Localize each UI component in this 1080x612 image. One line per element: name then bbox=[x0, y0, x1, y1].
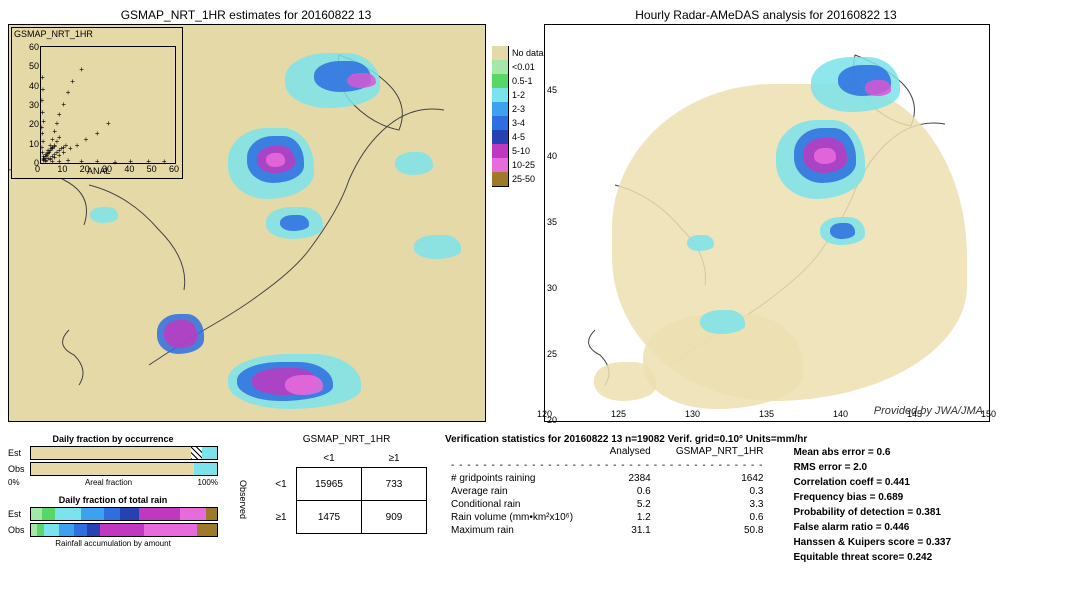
ct-row0: <1 bbox=[266, 468, 297, 501]
occurrence-title: Daily fraction by occurrence bbox=[8, 434, 218, 444]
contingency-table: <1≥1 <115965733 ≥11475909 bbox=[266, 449, 427, 534]
provided-by-label: Provided by JWA/JMA bbox=[874, 405, 983, 417]
obs-label2: Obs bbox=[8, 525, 30, 535]
stats-block: Verification statistics for 20160822 13 … bbox=[445, 434, 1072, 565]
scatter-axes: 00101020203030404050506060++++++++++++++… bbox=[40, 46, 176, 164]
totalrain-est-bar bbox=[30, 507, 218, 521]
scatter-inset-title: GSMAP_NRT_1HR bbox=[12, 28, 95, 40]
stats-col-gsmap: GSMAP_NRT_1HR bbox=[657, 445, 770, 458]
stats-header: Verification statistics for 20160822 13 … bbox=[445, 434, 1072, 445]
contingency-block: GSMAP_NRT_1HR <1≥1 <115965733 ≥11475909 bbox=[266, 434, 427, 565]
obs-label: Obs bbox=[8, 464, 30, 474]
ct-col0: <1 bbox=[297, 449, 362, 468]
right-map-title: Hourly Radar-AMeDAS analysis for 2016082… bbox=[544, 8, 988, 22]
right-map-box: Provided by JWA/JMA 12012513013514014515… bbox=[544, 24, 990, 422]
contingency-title: GSMAP_NRT_1HR bbox=[266, 434, 427, 445]
totalrain-caption: Rainfall accumulation by amount bbox=[8, 539, 218, 548]
caption-0: 0% bbox=[8, 478, 20, 487]
colorbar-legend: No data<0.010.5-11-22-33-44-55-1010-2525… bbox=[492, 46, 548, 186]
scatter-xlabel: ANAL bbox=[87, 166, 111, 176]
caption-accum: Rainfall accumulation by amount bbox=[55, 539, 171, 548]
ct-11: 909 bbox=[362, 501, 427, 534]
caption-100: 100% bbox=[198, 478, 218, 487]
bars-block: Daily fraction by occurrence Est Obs 0% … bbox=[8, 434, 218, 565]
occurrence-obs-bar bbox=[30, 462, 218, 476]
est-label: Est bbox=[8, 448, 30, 458]
ct-col1: ≥1 bbox=[362, 449, 427, 468]
stats-dashes: - - - - - - - - - - - - - - - - - - - - … bbox=[445, 458, 769, 472]
observed-vertical-label: Observed bbox=[236, 434, 248, 565]
stats-metrics-list: Mean abs error = 0.6RMS error = 2.0Corre… bbox=[793, 445, 951, 565]
ct-10: 1475 bbox=[297, 501, 362, 534]
scatter-inset: GSMAP_NRT_1HR 00101020203030404050506060… bbox=[11, 27, 183, 179]
totalrain-title: Daily fraction of total rain bbox=[8, 495, 218, 505]
occurrence-est-bar bbox=[30, 446, 218, 460]
est-label2: Est bbox=[8, 509, 30, 519]
left-map-box: GSMAP_NRT_1HR 00101020203030404050506060… bbox=[8, 24, 486, 422]
ct-00: 15965 bbox=[297, 468, 362, 501]
stats-numeric-table: AnalysedGSMAP_NRT_1HR - - - - - - - - - … bbox=[445, 445, 769, 537]
ct-01: 733 bbox=[362, 468, 427, 501]
right-map-panel: Hourly Radar-AMeDAS analysis for 2016082… bbox=[544, 8, 988, 422]
stats-col-analysed: Analysed bbox=[597, 445, 657, 458]
left-map-panel: GSMAP_NRT_1HR estimates for 20160822 13 … bbox=[8, 8, 484, 422]
left-map-title: GSMAP_NRT_1HR estimates for 20160822 13 bbox=[8, 8, 484, 22]
caption-mid: Areal fraction bbox=[85, 478, 132, 487]
occurrence-caption: 0% Areal fraction 100% bbox=[8, 478, 218, 487]
ct-row1: ≥1 bbox=[266, 501, 297, 534]
